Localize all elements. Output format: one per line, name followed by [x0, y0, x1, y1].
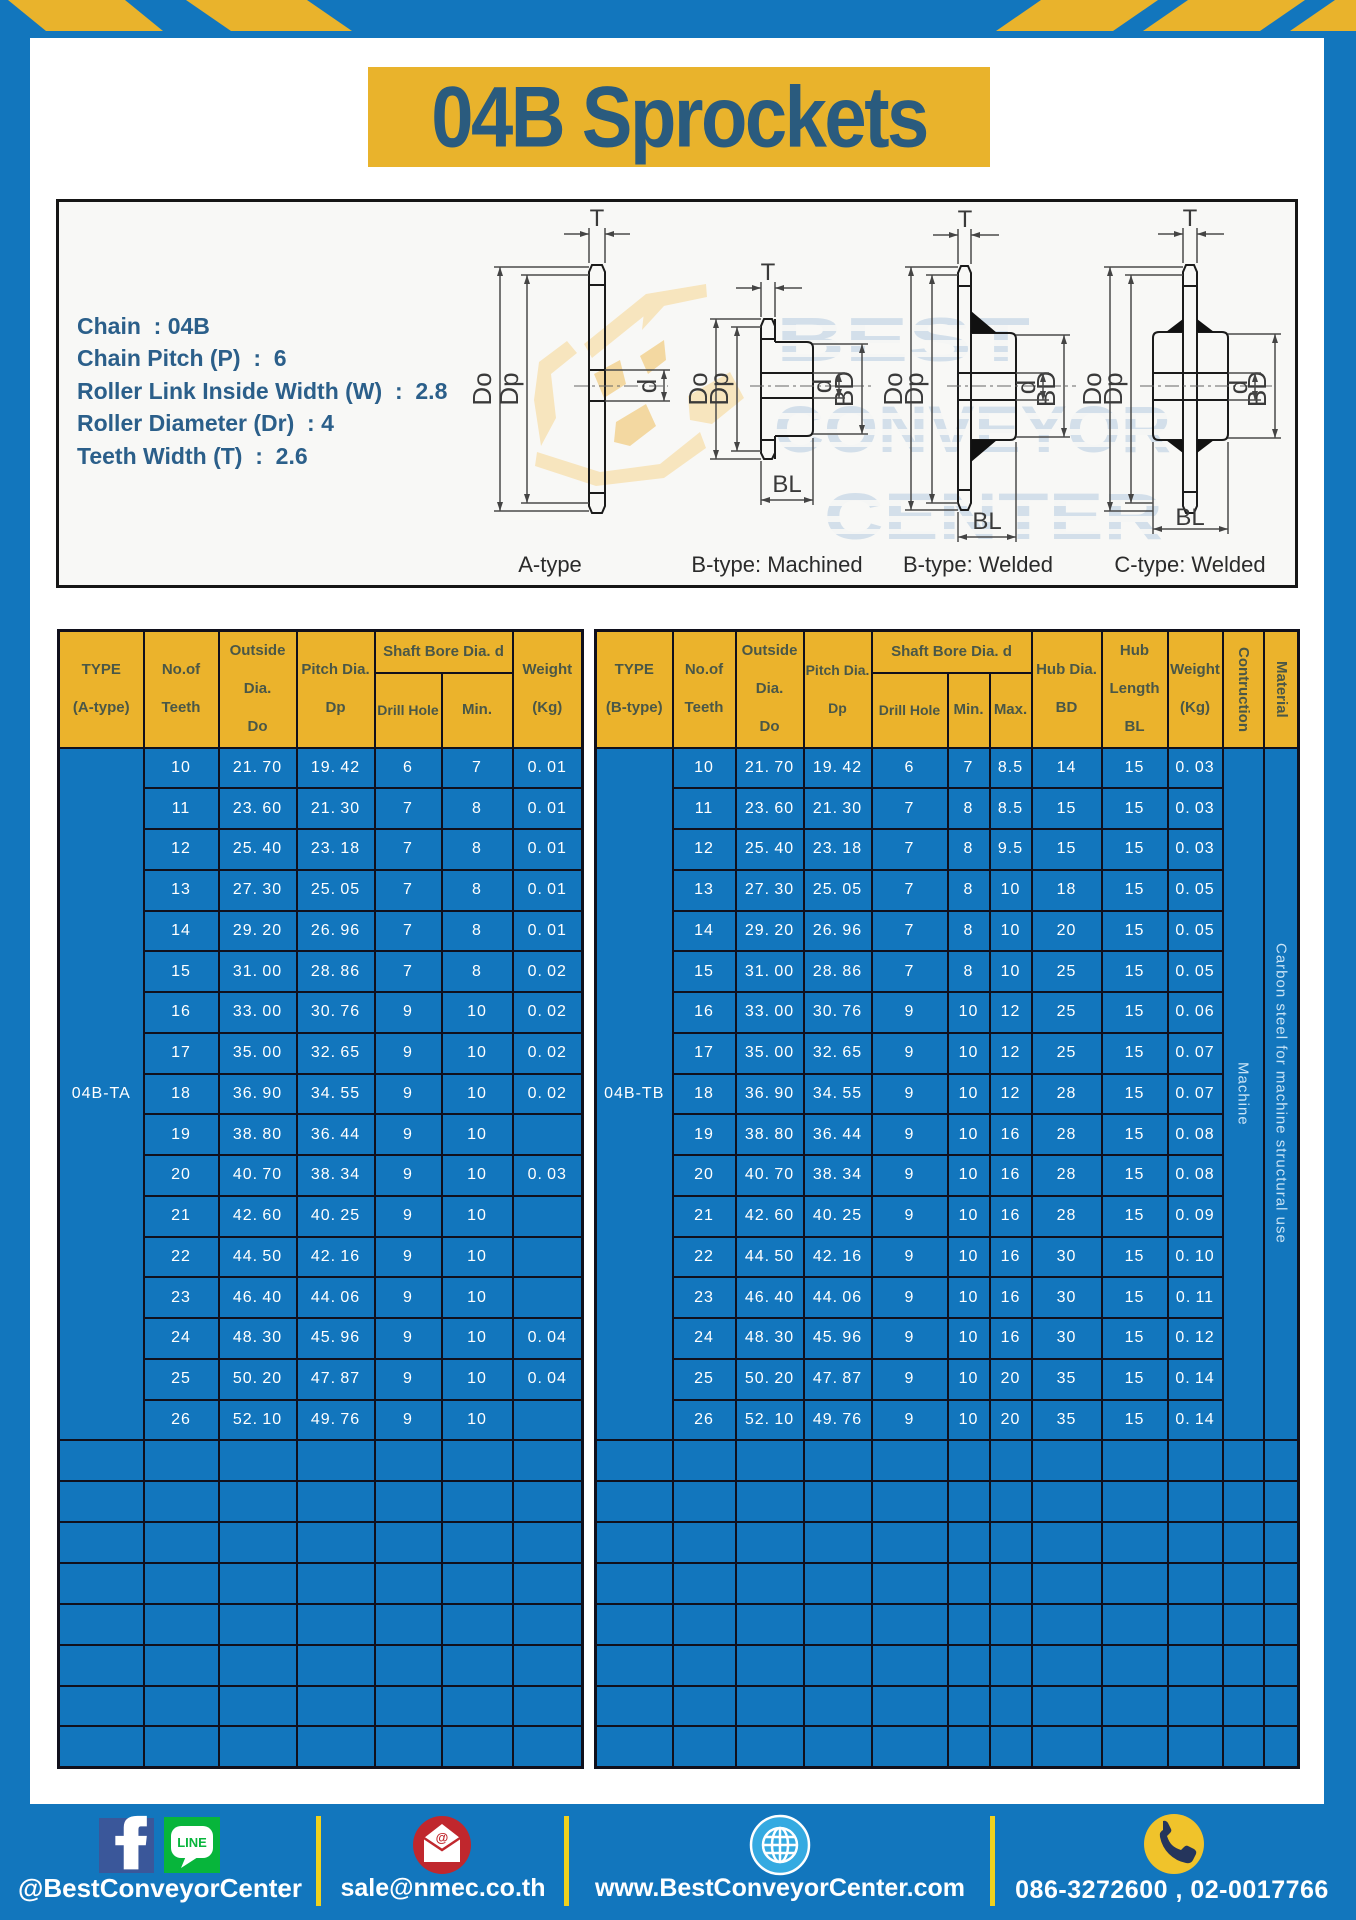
svg-text:T: T — [958, 206, 973, 233]
svg-text:sale@nmec.co.th: sale@nmec.co.th — [340, 1874, 545, 1902]
svg-text:BD: BD — [1242, 371, 1272, 407]
svg-text:Dp: Dp — [494, 372, 524, 405]
svg-text:Dp: Dp — [704, 372, 734, 405]
svg-text:Do: Do — [878, 372, 908, 405]
svg-text:BL: BL — [1175, 504, 1204, 531]
svg-text:T: T — [761, 259, 776, 286]
svg-text:C-type: Welded: C-type: Welded — [1114, 552, 1265, 577]
svg-text:Do: Do — [467, 372, 497, 405]
svg-text:d: d — [807, 379, 837, 393]
svg-text:Dp: Dp — [1098, 372, 1128, 405]
svg-text:T: T — [1183, 205, 1198, 232]
svg-text:www.BestConveyorCenter.com: www.BestConveyorCenter.com — [594, 1874, 965, 1902]
svg-text:Dp: Dp — [899, 372, 929, 405]
svg-text:A-type: A-type — [518, 552, 582, 577]
svg-text:LINE: LINE — [177, 1835, 207, 1850]
svg-text:B-type: Welded: B-type: Welded — [903, 552, 1053, 577]
svg-text:Do: Do — [683, 372, 713, 405]
svg-text:d: d — [1223, 380, 1253, 394]
svg-text:BL: BL — [972, 508, 1001, 535]
svg-text:d: d — [632, 379, 662, 393]
svg-text:BD: BD — [829, 371, 859, 407]
svg-text:B-type: Machined: B-type: Machined — [691, 552, 862, 577]
svg-text:d: d — [1011, 380, 1041, 394]
svg-text:@BestConveyorCenter: @BestConveyorCenter — [18, 1873, 302, 1903]
svg-text:Do: Do — [1077, 372, 1107, 405]
svg-text:086-3272600 , 02-0017766: 086-3272600 , 02-0017766 — [1015, 1876, 1329, 1904]
svg-text:T: T — [590, 205, 605, 232]
svg-text:@: @ — [436, 1830, 449, 1845]
svg-text:BL: BL — [772, 471, 801, 498]
svg-text:BD: BD — [1031, 371, 1061, 407]
